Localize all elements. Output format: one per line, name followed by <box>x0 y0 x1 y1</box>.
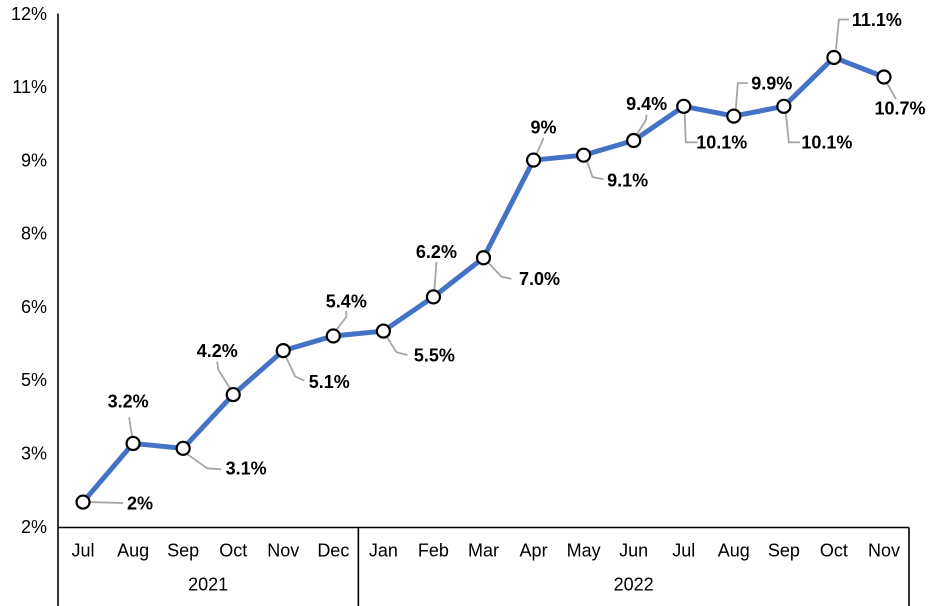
label-leader-line <box>185 452 222 471</box>
label-leader-line <box>835 18 849 50</box>
x-tick-label: Dec <box>317 540 349 560</box>
data-point-label: 11.1% <box>852 10 902 30</box>
y-tick-label: 12% <box>11 4 47 24</box>
y-tick-label: 6% <box>21 297 47 317</box>
data-point-marker <box>175 440 191 456</box>
data-point-marker <box>325 328 341 344</box>
label-leader-line <box>635 114 648 136</box>
label-leader-line <box>486 261 512 280</box>
label-leader-line <box>734 82 748 110</box>
x-tick-label: Nov <box>868 540 900 560</box>
y-tick-label: 3% <box>21 444 47 464</box>
label-leader-line <box>784 113 800 144</box>
year-label: 2021 <box>188 574 228 594</box>
data-point-marker <box>125 435 141 452</box>
data-point-label: 3.1% <box>226 459 267 479</box>
y-tick-label: 8% <box>21 224 47 244</box>
data-point-label: 7.0% <box>519 269 560 289</box>
data-point-label: 5.4% <box>326 291 367 311</box>
x-tick-label: Feb <box>418 540 449 560</box>
data-point-label: 2% <box>127 493 153 513</box>
x-tick-label: Jan <box>369 540 398 560</box>
data-point-label: 9% <box>531 117 557 137</box>
label-leader-line <box>90 501 124 504</box>
year-label: 2022 <box>614 574 654 594</box>
x-tick-label: Apr <box>520 540 548 560</box>
data-point-label: 10.7% <box>874 98 925 118</box>
data-point-marker <box>576 147 592 163</box>
label-leader-line <box>886 82 897 100</box>
x-tick-label: Jul <box>672 540 695 560</box>
data-point-label: 5.5% <box>414 345 455 365</box>
series-line <box>80 54 887 505</box>
data-point-label: 9.1% <box>607 170 648 190</box>
data-point-marker <box>776 98 792 114</box>
data-point-label: 9.9% <box>751 73 792 93</box>
label-leader-line <box>433 261 438 290</box>
x-tick-label: Oct <box>820 540 848 560</box>
data-point-marker <box>275 343 291 359</box>
label-leader-line <box>683 113 698 144</box>
label-leader-line <box>535 137 545 155</box>
data-point-marker <box>726 108 742 124</box>
data-point-marker <box>475 250 492 266</box>
data-point-marker <box>826 49 842 66</box>
x-tick-label: Mar <box>468 540 499 560</box>
label-leader-line <box>216 361 231 390</box>
data-point-label: 10.1% <box>696 133 747 153</box>
data-point-label: 4.2% <box>197 341 238 361</box>
data-point-marker <box>676 98 692 114</box>
x-tick-label: Oct <box>219 540 247 560</box>
x-tick-label: Aug <box>718 540 750 560</box>
x-tick-label: Jul <box>72 540 95 560</box>
label-leader-line <box>284 355 305 382</box>
data-point-label: 3.2% <box>108 392 149 412</box>
x-tick-label: Sep <box>167 540 199 560</box>
label-leader-line <box>585 159 604 181</box>
x-tick-label: Aug <box>117 540 149 560</box>
data-point-marker <box>425 289 442 305</box>
label-leader-line <box>128 417 133 437</box>
data-point-marker <box>876 69 892 85</box>
x-tick-label: May <box>567 540 601 560</box>
data-point-marker <box>375 323 391 339</box>
x-tick-label: Jun <box>619 540 648 560</box>
y-tick-label: 11% <box>12 77 47 97</box>
data-point-marker <box>525 152 542 168</box>
data-point-label: 6.2% <box>416 242 457 262</box>
data-point-marker <box>75 494 91 510</box>
data-point-label: 10.1% <box>801 133 852 153</box>
data-point-label: 9.4% <box>626 94 667 114</box>
x-tick-label: Sep <box>768 540 800 560</box>
label-leader-line <box>335 310 348 331</box>
data-point-marker <box>225 386 241 403</box>
y-tick-label: 5% <box>21 370 47 390</box>
data-point-label: 5.1% <box>309 372 350 392</box>
y-tick-label: 9% <box>21 150 47 170</box>
data-point-marker <box>626 132 642 149</box>
y-tick-label: 2% <box>21 517 47 537</box>
x-tick-label: Nov <box>267 540 299 560</box>
label-leader-line <box>385 335 408 356</box>
